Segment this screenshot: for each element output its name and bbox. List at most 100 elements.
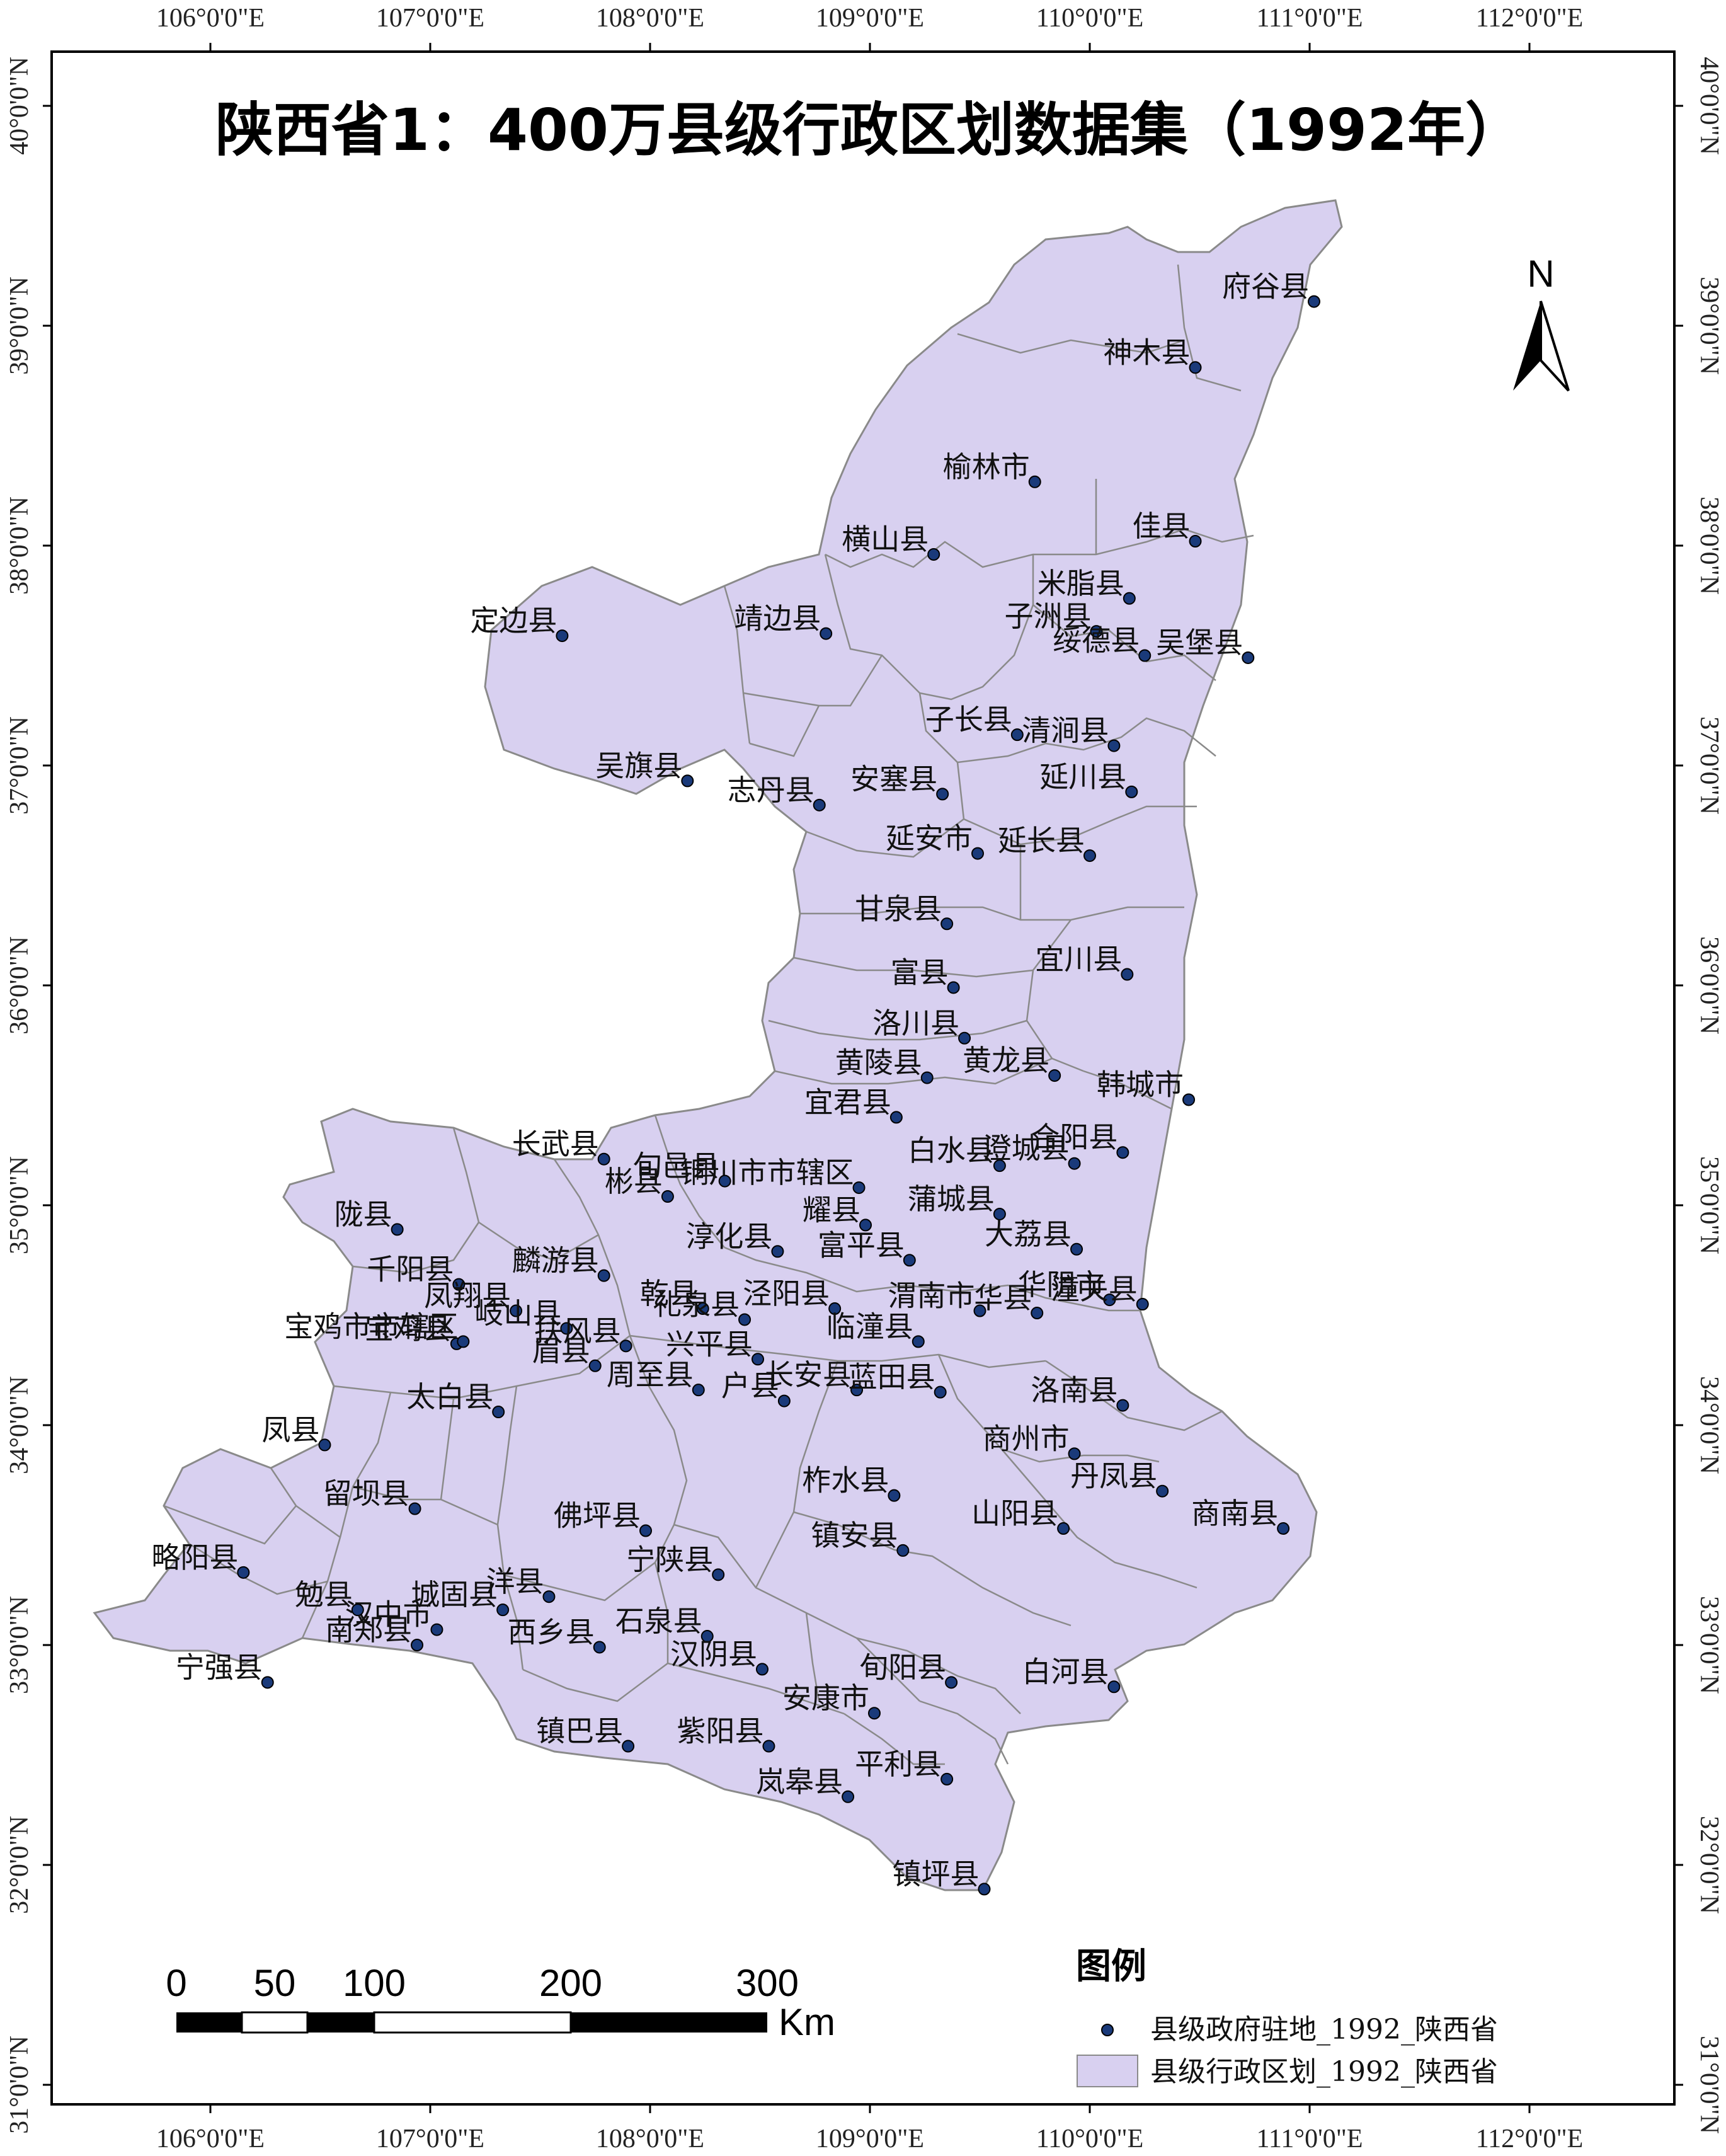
county-boundaries bbox=[163, 264, 1254, 1765]
county-label: 石泉县 bbox=[615, 1604, 702, 1638]
county-label: 临潼县 bbox=[826, 1309, 913, 1343]
county-seat-point bbox=[828, 1302, 842, 1316]
county-seat: 兴平县 bbox=[666, 1327, 765, 1366]
county-seat-point bbox=[777, 1394, 791, 1408]
county-seat: 富平县 bbox=[818, 1228, 916, 1267]
county-seat-point bbox=[1121, 968, 1134, 981]
county-label: 耀县 bbox=[803, 1193, 860, 1227]
county-seat-point bbox=[1090, 625, 1103, 638]
county-label: 洛川县 bbox=[872, 1006, 959, 1040]
county-label: 黄龙县 bbox=[963, 1043, 1049, 1077]
county-label: 岐山县 bbox=[474, 1296, 561, 1330]
county-seat: 凤县 bbox=[261, 1413, 331, 1452]
county-label: 吴旗县 bbox=[595, 748, 682, 783]
scale-segment-2 bbox=[241, 2011, 309, 2034]
tick-label-bottom-lon-107: 107°0'0"E bbox=[376, 2124, 484, 2153]
county-label: 长武县 bbox=[512, 1127, 599, 1161]
county-seat: 富县 bbox=[891, 955, 960, 994]
county-seat-point bbox=[771, 1245, 784, 1258]
county-label: 延安市 bbox=[886, 822, 973, 856]
county-seat-point bbox=[1138, 649, 1152, 662]
county-seat: 乾县 bbox=[640, 1276, 709, 1316]
county-seat-point bbox=[1107, 1680, 1121, 1694]
county-label: 韩城市 bbox=[1097, 1067, 1184, 1101]
county-label: 旬邑县 bbox=[633, 1149, 720, 1183]
county-seat: 眉县 bbox=[532, 1334, 602, 1372]
tick-label-left-lat-34: 34°0'0"N bbox=[5, 1376, 34, 1474]
county-label: 周至县 bbox=[607, 1358, 694, 1392]
county-seat: 绥德县 bbox=[1053, 624, 1152, 662]
county-seat-point bbox=[457, 1335, 470, 1348]
county-seat-point bbox=[556, 629, 569, 643]
county-seat: 神木县 bbox=[1104, 335, 1202, 374]
north-arrow-right-half bbox=[1540, 301, 1570, 392]
county-label: 长安县 bbox=[765, 1358, 852, 1392]
county-seat: 洋县 bbox=[486, 1564, 556, 1603]
county-seat-point bbox=[700, 1630, 714, 1643]
county-label: 户县 bbox=[721, 1369, 779, 1403]
county-seat: 城固县 bbox=[411, 1578, 510, 1617]
county-seat: 太白县 bbox=[406, 1380, 505, 1419]
county-label: 蓝田县 bbox=[849, 1360, 935, 1394]
county-label: 吴堡县 bbox=[1156, 626, 1243, 660]
county-seat-point bbox=[993, 1207, 1006, 1220]
county-seat: 合阳县 bbox=[1031, 1120, 1129, 1159]
scale-label-300: 300 bbox=[736, 1962, 799, 2004]
county-seat: 安塞县 bbox=[850, 762, 949, 801]
county-label: 礼泉县 bbox=[653, 1287, 740, 1321]
county-label: 眉县 bbox=[532, 1334, 590, 1368]
county-seat: 清涧县 bbox=[1022, 714, 1121, 752]
county-seat: 吴堡县 bbox=[1156, 626, 1255, 664]
county-seat-point bbox=[978, 1883, 991, 1896]
county-seat: 吴旗县 bbox=[595, 748, 694, 788]
county-label: 延长县 bbox=[998, 823, 1085, 857]
county-seat: 洛南县 bbox=[1031, 1373, 1129, 1412]
tick-label-top-lon-112: 112°0'0"E bbox=[1476, 4, 1584, 33]
county-seat: 渭南市 bbox=[888, 1279, 986, 1317]
scale-segment-4 bbox=[373, 2011, 572, 2034]
county-seat: 靖边县 bbox=[734, 602, 833, 640]
tick-label-right-lat-34: 34°0'0"N bbox=[1695, 1376, 1723, 1474]
county-seat-point bbox=[718, 1174, 731, 1188]
county-seat-point bbox=[1070, 1242, 1083, 1256]
county-seat: 子洲县 bbox=[1004, 599, 1103, 638]
county-seat-point bbox=[452, 1278, 466, 1291]
county-seat: 商南县 bbox=[1191, 1496, 1290, 1535]
tick-label-left-lat-33: 33°0'0"N bbox=[5, 1596, 34, 1694]
county-seat-point bbox=[927, 548, 940, 561]
county-seat-point bbox=[1123, 592, 1136, 605]
county-label: 定边县 bbox=[470, 604, 557, 638]
tick-label-bottom-lon-110: 110°0'0"E bbox=[1036, 2124, 1144, 2153]
county-seat: 丹凤县 bbox=[1070, 1459, 1169, 1498]
county-seat-point bbox=[867, 1707, 881, 1720]
county-seat: 勉县 bbox=[295, 1578, 364, 1617]
county-label: 潼关县 bbox=[1051, 1272, 1138, 1306]
tick-label-bottom-lon-108: 108°0'0"E bbox=[596, 2124, 704, 2153]
county-seat-point bbox=[859, 1218, 872, 1232]
county-seat-point bbox=[813, 798, 826, 811]
county-label: 洋县 bbox=[486, 1564, 544, 1598]
county-seat: 子长县 bbox=[925, 702, 1024, 742]
county-seat: 旬邑县 bbox=[633, 1149, 731, 1188]
tick-label-right-lat-32: 32°0'0"N bbox=[1695, 1816, 1723, 1914]
county-seat-point bbox=[993, 1159, 1006, 1173]
county-seat-point bbox=[318, 1438, 331, 1452]
tick-label-top-lon-108: 108°0'0"E bbox=[596, 4, 704, 33]
county-label: 宁陕县 bbox=[626, 1542, 713, 1576]
scale-label-100: 100 bbox=[343, 1962, 406, 2004]
county-seat-point bbox=[940, 917, 954, 931]
county-label: 榆林市 bbox=[943, 450, 1030, 484]
tick-label-left-lat-31: 31°0'0"N bbox=[5, 2036, 34, 2134]
county-seat: 洛川县 bbox=[872, 1006, 971, 1045]
county-seat-point bbox=[850, 1384, 864, 1397]
legend-polygon-symbol bbox=[1077, 2055, 1138, 2087]
county-seat: 华阴市 bbox=[1017, 1268, 1116, 1307]
county-seat-point bbox=[639, 1524, 653, 1537]
county-seat-point bbox=[560, 1322, 573, 1335]
county-seat: 宝鸡市市辖区 bbox=[284, 1309, 470, 1348]
county-seat-point bbox=[619, 1339, 632, 1353]
county-label: 宝鸡市市辖区 bbox=[284, 1309, 458, 1343]
county-seat: 留坝县 bbox=[323, 1477, 421, 1515]
county-seat-point bbox=[622, 1740, 635, 1753]
